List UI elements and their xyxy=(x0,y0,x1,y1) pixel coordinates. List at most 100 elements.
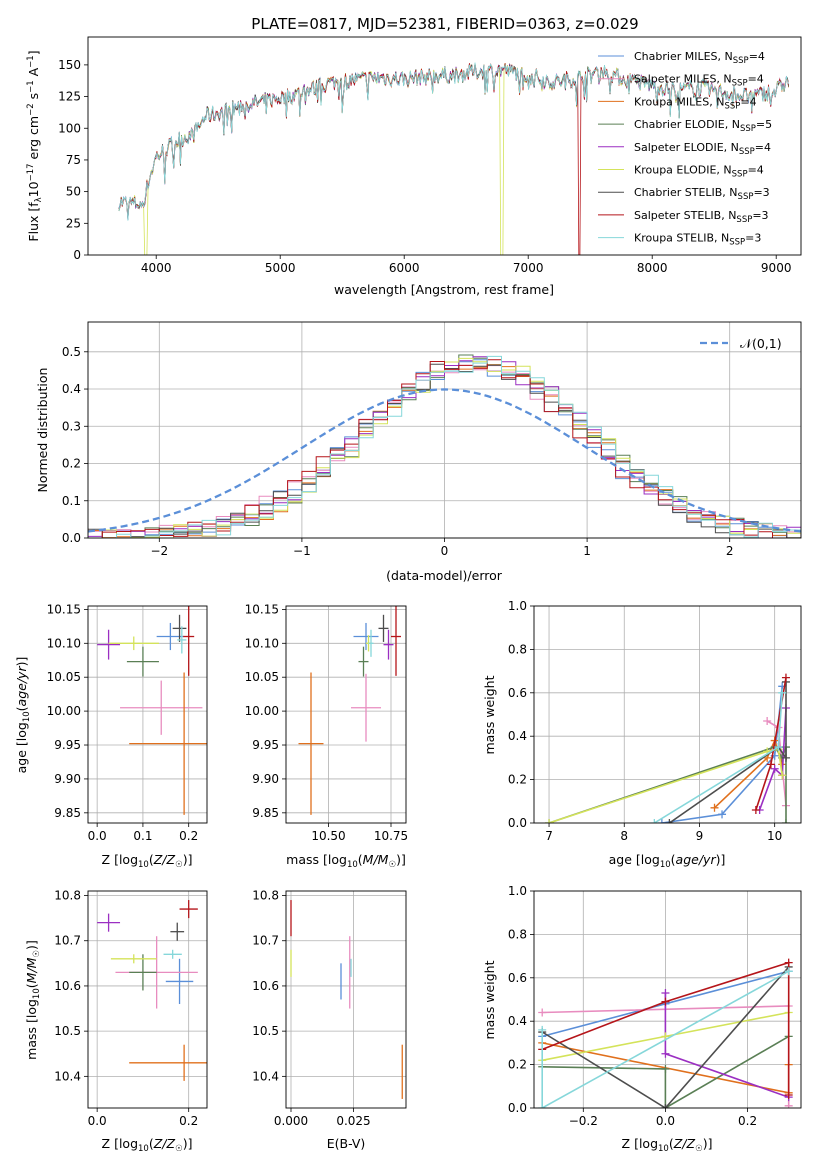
panel-age-vs-mass: 10.50 10.75 9.85 9.90 9.95 10.00 10.05 10.10 10.… xyxy=(245,602,409,870)
x-tick-label: 0.0 xyxy=(88,829,107,843)
x-tick-label: 6000 xyxy=(389,261,420,275)
y-tick-label: 10.8 xyxy=(252,889,279,903)
plot-area xyxy=(538,958,793,1108)
x-tick-label: 8000 xyxy=(637,261,668,275)
y-tick-label: 10.00 xyxy=(47,704,81,718)
x-tick-label: 2 xyxy=(726,544,734,558)
x-axis-label: (data-model)/error xyxy=(386,568,503,583)
y-tick-label: 50 xyxy=(66,185,81,199)
y-tick-label: 0.4 xyxy=(508,729,527,743)
weight-line-chabrier-stelib xyxy=(541,966,790,1108)
y-tick-label: 75 xyxy=(66,153,81,167)
y-tick-label: 10.5 xyxy=(54,1024,81,1038)
plot-area xyxy=(88,354,801,538)
weight-marker xyxy=(665,819,674,823)
x-tick-label: 1 xyxy=(583,544,591,558)
weight-marker xyxy=(661,988,670,997)
x-tick-label: 10.75 xyxy=(374,829,408,843)
weight-marker xyxy=(781,753,790,762)
y-tick-label: 10.00 xyxy=(245,704,279,718)
y-tick-label: 0.4 xyxy=(62,382,81,396)
x-tick-label: 7000 xyxy=(513,261,544,275)
plot-area xyxy=(545,673,790,823)
legend-entry: Salpeter STELIB, NSSP=3 xyxy=(634,209,769,225)
y-tick-label: 10.7 xyxy=(252,934,279,948)
axes-frame xyxy=(533,890,802,1109)
legend-entry: Kroupa STELIB, NSSP=3 xyxy=(634,232,761,248)
legend: Chabrier MILES, NSSP=4 Salpeter MILES, NS… xyxy=(598,50,772,248)
y-tick-label: 9.85 xyxy=(54,806,81,820)
x-axis-label: E(B-V) xyxy=(327,1136,366,1151)
histogram-kroupa-stelib xyxy=(88,355,801,538)
panel-mass-vs-Z: 0.0 0.2 10.4 10.5 10.6 10.7 10.8 Z [log10(Z/Z☉)… xyxy=(24,889,208,1154)
y-tick-label: 0.8 xyxy=(508,642,527,656)
y-tick-label: 0.4 xyxy=(508,1014,527,1028)
y-tick-label: 0.2 xyxy=(508,1058,527,1072)
legend-entry: Chabrier STELIB, NSSP=3 xyxy=(634,186,770,202)
weight-marker xyxy=(784,1101,793,1108)
weight-marker xyxy=(538,1008,547,1017)
plot-area xyxy=(290,900,403,1099)
y-tick-label: 10.6 xyxy=(252,979,279,993)
weight-marker xyxy=(657,819,666,823)
y-axis-label: Normed distribution xyxy=(35,368,50,493)
y-tick-label: 10.10 xyxy=(245,636,279,650)
x-tick-label: 0 xyxy=(441,544,449,558)
x-tick-label: 8 xyxy=(620,829,628,843)
weight-marker xyxy=(774,743,783,752)
weight-line-chabrier-elodie xyxy=(542,1035,790,1108)
y-tick-label: 0.2 xyxy=(508,773,527,787)
plot-area xyxy=(97,606,207,815)
y-tick-label: 9.85 xyxy=(252,806,279,820)
y-axis-label: age [log10(age/yr)] xyxy=(14,657,32,774)
weight-marker xyxy=(770,764,779,773)
x-axis-label: Z [log10(Z/Z☉)] xyxy=(102,852,193,870)
weight-marker xyxy=(781,673,790,682)
x-tick-label: 7 xyxy=(545,829,553,843)
y-tick-label: 125 xyxy=(58,90,81,104)
y-tick-label: 10.8 xyxy=(54,889,81,903)
weight-marker xyxy=(778,771,787,780)
weight-line-chabrier-miles xyxy=(661,686,783,823)
y-axis-label: Flux [fλ10−17 erg cm−2 s−1 A−1] xyxy=(26,50,44,241)
y-tick-label: 0.2 xyxy=(62,457,81,471)
y-tick-label: 100 xyxy=(58,121,81,135)
weight-marker xyxy=(538,1104,547,1108)
weight-marker xyxy=(545,819,554,823)
y-tick-label: 1.0 xyxy=(508,599,527,613)
y-tick-label: 10.05 xyxy=(47,670,81,684)
x-tick-label: −2 xyxy=(150,544,168,558)
legend-entry: Kroupa ELODIE, NSSP=4 xyxy=(634,164,764,180)
y-tick-label: 25 xyxy=(66,216,81,230)
x-axis-label: mass [log10(M/M☉)] xyxy=(286,852,406,870)
weight-marker xyxy=(718,810,727,819)
panel-weight-vs-Z: −0.2 0.0 0.2 0.0 0.2 0.4 0.6 0.8 1.0 Z [log10(Z/Z… xyxy=(482,884,802,1154)
x-tick-label: 0.1 xyxy=(133,829,152,843)
x-tick-label: 9000 xyxy=(761,261,792,275)
spectrum-line-salpeter-stelib xyxy=(118,63,789,255)
x-tick-label: 0.0 xyxy=(656,1114,675,1128)
y-tick-label: 0.0 xyxy=(508,816,527,830)
y-tick-label: 0.8 xyxy=(508,927,527,941)
axes-frame xyxy=(533,605,802,824)
legend-entry: Salpeter MILES, NSSP=4 xyxy=(634,73,764,89)
y-tick-label: 10.6 xyxy=(54,979,81,993)
y-tick-label: 1.0 xyxy=(508,884,527,898)
axes-frame xyxy=(87,36,802,256)
y-tick-label: 0.1 xyxy=(62,494,81,508)
x-tick-label: 9 xyxy=(696,829,704,843)
weight-marker xyxy=(763,717,772,726)
x-axis-label: wavelength [Angstrom, rest frame] xyxy=(334,282,554,297)
plot-area xyxy=(298,606,401,815)
plot-area xyxy=(118,62,789,255)
y-tick-label: 10.05 xyxy=(245,670,279,684)
axes-frame xyxy=(285,890,407,1109)
y-tick-label: 0.6 xyxy=(508,686,527,700)
weight-marker xyxy=(661,1049,670,1058)
legend-entry: 𝒩(0,1) xyxy=(740,336,782,351)
y-tick-label: 10.4 xyxy=(54,1069,81,1083)
x-axis-label: Z [log10(Z/Z☉)] xyxy=(622,1136,713,1154)
axes-frame xyxy=(87,890,208,1109)
weight-marker xyxy=(661,1104,670,1108)
